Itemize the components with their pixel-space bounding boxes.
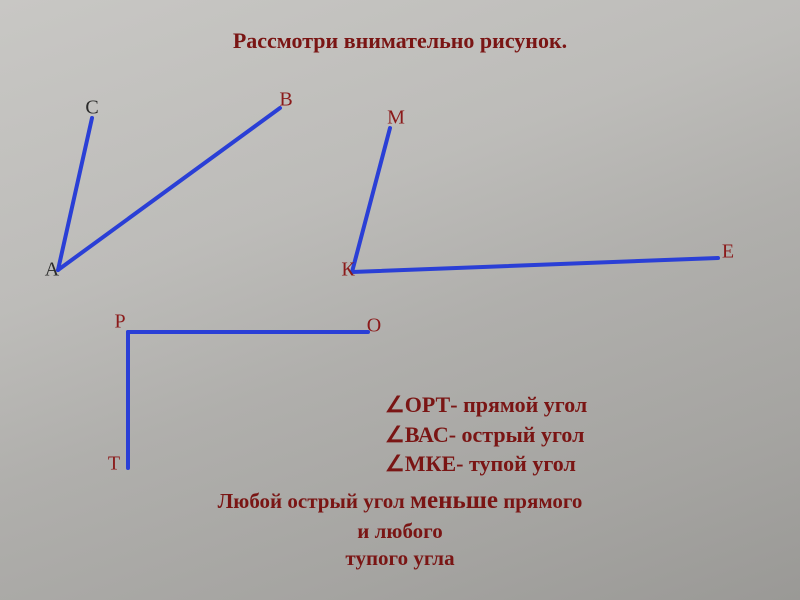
summary-line-3: тупого угла [130,545,670,572]
point-label-A: А [45,259,59,282]
angle-name: ОРТ- [405,392,463,417]
summary-emphasis: меньше [410,487,498,514]
summary-line-2: и любого [130,518,670,545]
angle-symbol-icon: ∠ [385,392,405,417]
segment-KE [352,258,718,272]
angle-symbol-icon: ∠ [385,451,405,476]
angle-entry-1: ∠ВАС- острый угол [385,420,587,450]
diagram-title: Рассмотри внимательно рисунок. [0,28,800,54]
point-label-R: Р [114,311,125,334]
point-label-C: С [85,97,98,120]
angle-desc: тупой угол [469,451,576,476]
point-label-T: Т [108,453,120,476]
segment-MK [352,128,390,272]
point-label-E: Е [722,241,734,264]
angle-entry-0: ∠ОРТ- прямой угол [385,390,587,420]
point-label-M: М [387,107,405,130]
point-label-O: О [367,315,381,338]
summary-line-1a: Любой острый угол [218,489,410,513]
angle-name: ВАС- [405,422,462,447]
angle-name: МКЕ- [405,451,469,476]
segment-AB [58,108,280,270]
angle-symbol-icon: ∠ [385,422,405,447]
point-label-K: К [341,259,354,282]
angle-desc: острый угол [462,422,585,447]
summary-line-1b: прямого [498,489,582,513]
segment-AC [58,118,92,270]
angle-entry-2: ∠МКЕ- тупой угол [385,449,587,479]
summary-statement: Любой острый угол меньше прямого и любог… [130,485,670,572]
angle-desc: прямой угол [463,392,587,417]
point-label-B: В [279,89,292,112]
summary-line-1: Любой острый угол меньше прямого [130,485,670,518]
angle-classification-list: ∠ОРТ- прямой угол∠ВАС- острый угол∠МКЕ- … [385,390,587,479]
